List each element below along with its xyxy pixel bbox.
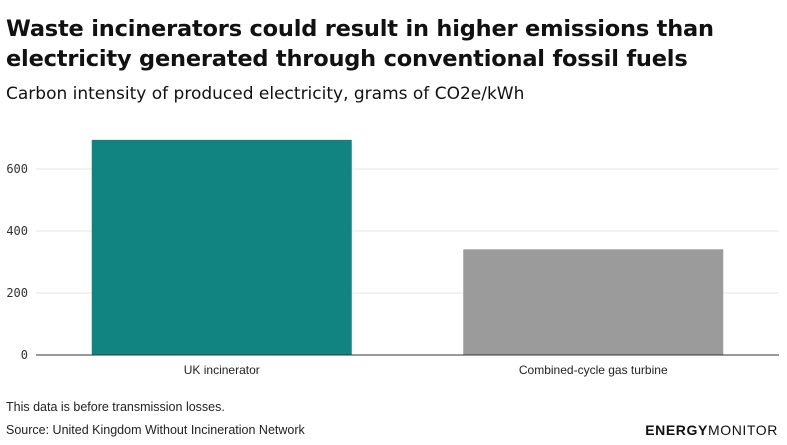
x-tick-label: Combined-cycle gas turbine [519,363,668,377]
y-tick-label: 0 [21,348,28,362]
brand-part1: ENERGY [645,422,708,438]
chart-title: Waste incinerators could result in highe… [6,16,714,72]
bar-chart: 0 200 400 600 UK incinerator Combined-cycle g… [6,139,779,377]
bar [91,139,352,355]
y-tick-label: 600 [6,162,28,176]
x-tick-label: UK incinerator [184,363,260,377]
brand-part2: MONITOR [707,422,778,438]
source-text: Source: United Kingdom Without Incinerat… [6,423,305,437]
y-tick-label: 200 [6,286,28,300]
bar [463,249,724,355]
footnote: This data is before transmission losses. [6,400,225,414]
chart-subtitle: Carbon intensity of produced electricity… [6,84,525,104]
brand-logo: ENERGYMONITOR [645,422,778,438]
y-tick-label: 400 [6,224,28,238]
